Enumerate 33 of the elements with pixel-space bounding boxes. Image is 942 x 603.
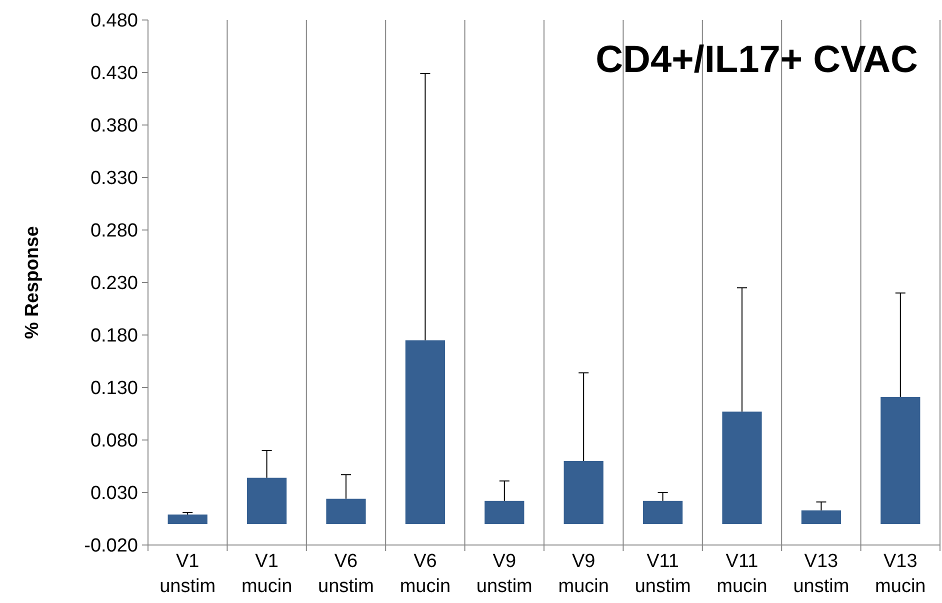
y-axis-title: % Response (22, 226, 43, 339)
bar (405, 340, 445, 524)
y-tick-label: 0.030 (90, 483, 138, 504)
bar (722, 412, 762, 524)
bar (880, 396, 920, 524)
bar (247, 478, 287, 524)
y-tick-label: 0.380 (90, 116, 138, 137)
x-tick-label: V11 unstim (634, 551, 691, 597)
bar (484, 500, 524, 524)
x-tick-label: V1 mucin (241, 551, 292, 597)
y-tick-label: 0.230 (90, 273, 138, 294)
x-tick-label: V13 mucin (875, 551, 926, 597)
x-tick-label: V6 mucin (400, 551, 451, 597)
text: CD4+/IL17+ CVAC (596, 39, 918, 81)
x-tick-label: V11 mucin (716, 551, 768, 597)
x-tick-label: V9 mucin (558, 551, 609, 597)
bar (564, 461, 604, 524)
bar (801, 510, 841, 524)
y-tick-label: 0.480 (90, 10, 138, 32)
x-tick-label: V1 unstim (160, 551, 216, 597)
y-tick-label: 0.130 (90, 378, 138, 400)
y-tick-label: 0.330 (90, 168, 138, 190)
y-tick-label: -0.020 (84, 536, 138, 557)
y-tick-label: 0.430 (90, 63, 138, 84)
y-tick-label: 0.180 (90, 326, 138, 347)
x-tick-label: V6 unstim (318, 551, 374, 597)
x-tick-label: V13 unstim (793, 551, 850, 597)
bar (168, 514, 208, 524)
y-tick-label: 0.080 (90, 430, 138, 452)
bar (326, 498, 366, 524)
bar (643, 500, 683, 524)
x-tick-label: V9 unstim (476, 551, 532, 597)
y-tick-label: 0.280 (90, 220, 138, 242)
